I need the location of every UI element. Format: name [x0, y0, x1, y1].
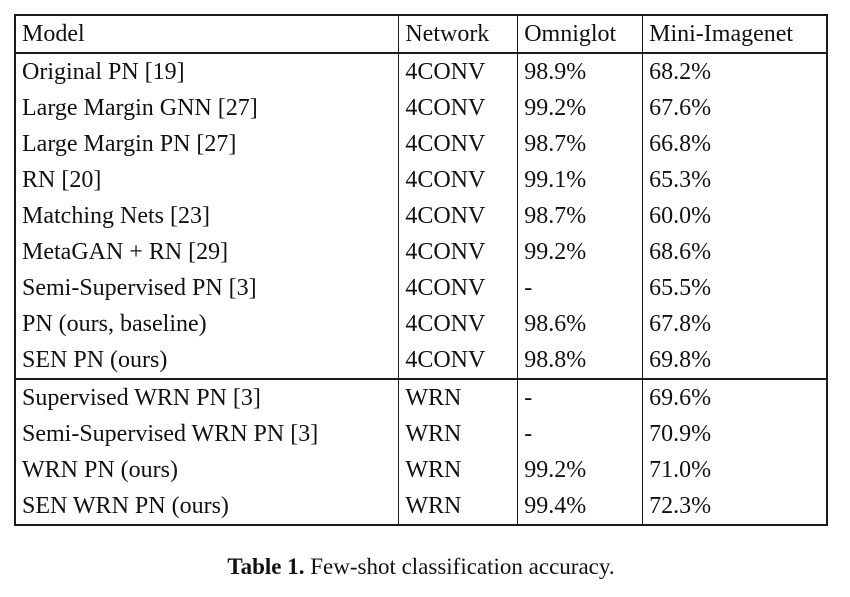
table-cell: Large Margin GNN [27] [22, 95, 258, 121]
table-row: Semi-Supervised PN [3] 4CONV -65.5% [15, 270, 827, 306]
table-cell: 71.0% [642, 452, 827, 488]
table-cell: 4CONV [398, 234, 518, 270]
table-cell: 98.7% [517, 126, 643, 162]
table-cell: WRN [398, 452, 518, 488]
table-row: Semi-Supervised WRN PN [3] WRN -70.9% [15, 416, 827, 452]
column-header-omniglot: Omniglot [517, 15, 643, 54]
table-row: Original PN [19] 4CONV 98.9% 68.2% [15, 53, 827, 90]
column-header-mini-imagenet: Mini-Imagenet [642, 15, 827, 54]
table-row: Supervised WRN PN [3] WRN -69.6% [15, 378, 827, 416]
table-cell: WRN [398, 416, 518, 452]
table-row: WRN PN (ours) WRN 99.2% 71.0% [15, 452, 827, 488]
table-cell: 4CONV [398, 306, 518, 342]
table-cell: - [517, 416, 643, 452]
table-caption: Table 1. Few-shot classification accurac… [14, 554, 828, 580]
table-row: PN (ours, baseline) 4CONV 98.6% 67.8% [15, 306, 827, 342]
table-cell: Original PN [19] [22, 59, 185, 85]
table-cell: 99.4% [517, 488, 643, 525]
table-cell: RN [20] [22, 167, 102, 193]
table-cell: 4CONV [398, 342, 518, 379]
header-row: Model Network Omniglot Mini-Imagenet [15, 15, 827, 54]
table-cell: 4CONV [398, 53, 518, 90]
table-section-4conv: Original PN [19] 4CONV 98.9% 68.2% Large Mar… [15, 53, 827, 379]
table-cell: WRN PN (ours) [22, 457, 178, 483]
table-cell: Semi-Supervised WRN PN [3] [22, 421, 319, 447]
table-row: Large Margin GNN [27] 4CONV 99.2% 67.6% [15, 90, 827, 126]
table-cell: SEN WRN PN (ours) [22, 493, 229, 519]
table-cell: 60.0% [642, 198, 827, 234]
table-cell: - [517, 270, 643, 306]
table-cell: 66.8% [642, 126, 827, 162]
table-cell: 99.1% [517, 162, 643, 198]
table-cell: 98.7% [517, 198, 643, 234]
table-row: RN [20] 4CONV 99.1% 65.3% [15, 162, 827, 198]
table-cell: 69.6% [642, 378, 827, 416]
table-row: SEN PN (ours) 4CONV 98.8% 69.8% [15, 342, 827, 379]
table-cell: 4CONV [398, 198, 518, 234]
table-cell: 4CONV [398, 126, 518, 162]
column-header-model: Model [15, 15, 399, 54]
table-cell: WRN [398, 378, 518, 416]
paper-table-figure: Model Network Omniglot Mini-Imagenet Ori… [14, 14, 828, 580]
table-cell: Supervised WRN PN [3] [15, 378, 399, 416]
table-cell: 99.2% [517, 234, 643, 270]
column-header-network: Network [398, 15, 518, 54]
table-cell: 65.3% [642, 162, 827, 198]
table-cell: - [517, 378, 643, 416]
table-cell: 67.8% [642, 306, 827, 342]
table-cell: 68.2% [642, 53, 827, 90]
table-cell: PN (ours, baseline) [22, 311, 207, 337]
table-cell: 4CONV [398, 90, 518, 126]
table-row: MetaGAN + RN [29] 4CONV 99.2% 68.6% [15, 234, 827, 270]
table-cell: 69.8% [642, 342, 827, 379]
table-row: Matching Nets [23] 4CONV 98.7% 60.0% [15, 198, 827, 234]
table-cell: 72.3% [642, 488, 827, 525]
table-cell: 4CONV [398, 270, 518, 306]
results-table: Model Network Omniglot Mini-Imagenet Ori… [14, 14, 828, 526]
table-cell: 4CONV [398, 162, 518, 198]
table-cell: MetaGAN + RN [29] [22, 239, 229, 265]
caption-label: Table 1. [227, 554, 305, 579]
table-row: Large Margin PN [27] 4CONV 98.7% 66.8% [15, 126, 827, 162]
table-cell: Large Margin PN [27] [22, 131, 237, 157]
table-header: Model Network Omniglot Mini-Imagenet [15, 15, 827, 54]
table-cell: 98.6% [517, 306, 643, 342]
table-cell: 98.8% [517, 342, 643, 379]
table-cell: WRN [398, 488, 518, 525]
table-cell: Matching Nets [23] [22, 203, 210, 229]
caption-text: Few-shot classification accuracy. [310, 554, 615, 579]
table-cell: 70.9% [642, 416, 827, 452]
table-cell: SEN PN (ours) [22, 347, 168, 373]
table-cell: 99.2% [517, 90, 643, 126]
table-cell: 99.2% [517, 452, 643, 488]
table-cell: 65.5% [642, 270, 827, 306]
table-cell: 67.6% [642, 90, 827, 126]
table-row: SEN WRN PN (ours) WRN 99.4% 72.3% [15, 488, 827, 525]
table-cell: 98.9% [517, 53, 643, 90]
table-section-wrn: Supervised WRN PN [3] WRN -69.6% Semi-Super… [15, 378, 827, 525]
table-cell: 68.6% [642, 234, 827, 270]
table-cell: Semi-Supervised PN [3] [22, 275, 257, 301]
